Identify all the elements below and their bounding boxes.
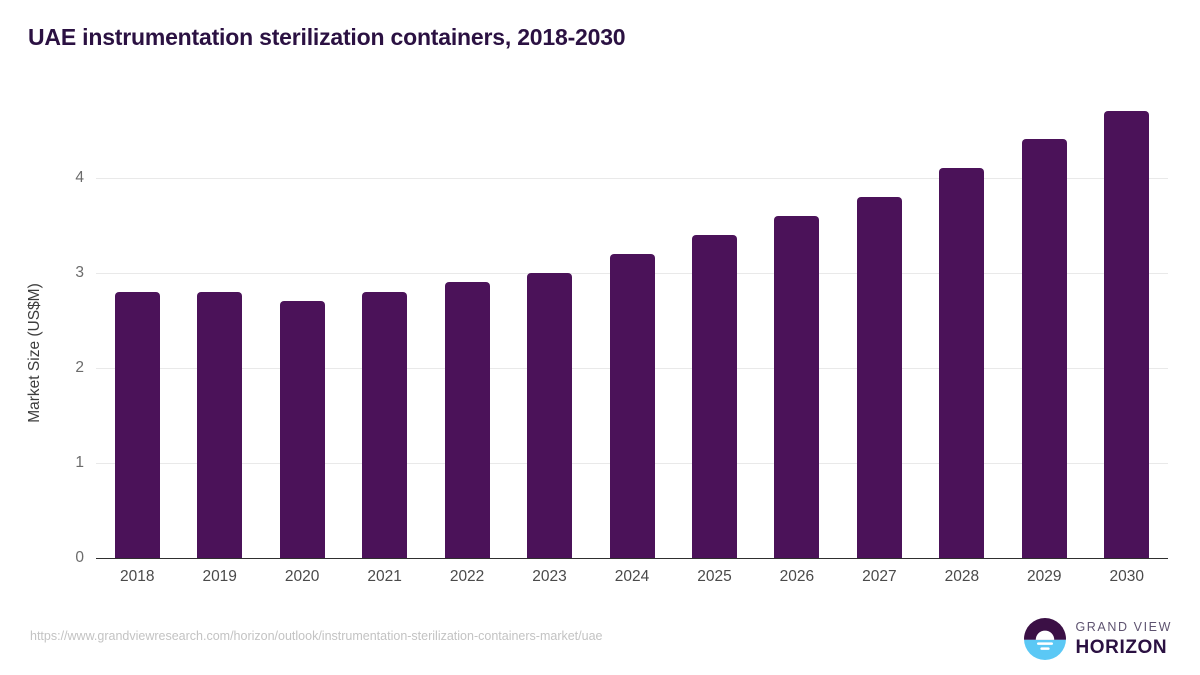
x-axis-tick-label: 2025 (697, 568, 732, 585)
x-axis-tick-label: 2028 (944, 568, 980, 585)
gridline (96, 177, 1168, 179)
bar-series (96, 90, 1168, 558)
x-axis-tick-label: 2030 (1109, 568, 1145, 585)
page-title: UAE instrumentation sterilization contai… (28, 24, 626, 50)
x-axis-tick-label: 2018 (119, 568, 155, 585)
bar[interactable] (1021, 139, 1067, 558)
bar[interactable] (444, 282, 490, 558)
x-axis-tick-label: 2022 (449, 568, 485, 585)
bar[interactable] (114, 291, 160, 558)
y-axis-tick-label: 1 (75, 453, 84, 471)
grand-view-horizon-logo[interactable]: GRAND VIEW HORIZON (1024, 618, 1172, 660)
x-axis-tick-label: 2019 (202, 568, 237, 585)
x-axis-tick-label: 2021 (367, 568, 402, 585)
bar[interactable] (527, 272, 573, 558)
bar[interactable] (1104, 110, 1150, 558)
x-axis-tick-label: 2024 (614, 568, 650, 585)
x-axis-tick-label: 2027 (862, 568, 897, 585)
bar[interactable] (197, 291, 243, 558)
y-axis-title: Market Size (US$M) (26, 283, 43, 423)
source-url[interactable]: https://www.grandviewresearch.com/horizo… (30, 629, 603, 643)
x-axis-tick-label: 2029 (1027, 568, 1062, 585)
y-axis-tick-label: 3 (75, 263, 84, 281)
logo-line-1: GRAND VIEW (1075, 620, 1172, 635)
x-axis-line (96, 557, 1168, 560)
bar[interactable] (939, 168, 985, 558)
y-axis-tick-label: 4 (75, 168, 84, 186)
bar[interactable] (362, 291, 408, 558)
bar[interactable] (691, 234, 737, 558)
x-axis-tick-label: 2026 (779, 568, 815, 585)
bar[interactable] (609, 253, 655, 558)
logo-line-2: HORIZON (1075, 636, 1168, 658)
horizon-sun-icon (1024, 618, 1067, 660)
bar[interactable] (774, 215, 820, 558)
x-axis-tick-label: 2020 (284, 568, 320, 585)
bar[interactable] (279, 301, 325, 558)
logo-wordmark: GRAND VIEW HORIZON (1075, 621, 1172, 657)
y-axis-tick-label: 2 (75, 358, 84, 376)
y-axis-tick-label: 0 (75, 549, 84, 566)
bar[interactable] (856, 196, 902, 558)
x-axis-tick-label: 2023 (532, 568, 567, 585)
